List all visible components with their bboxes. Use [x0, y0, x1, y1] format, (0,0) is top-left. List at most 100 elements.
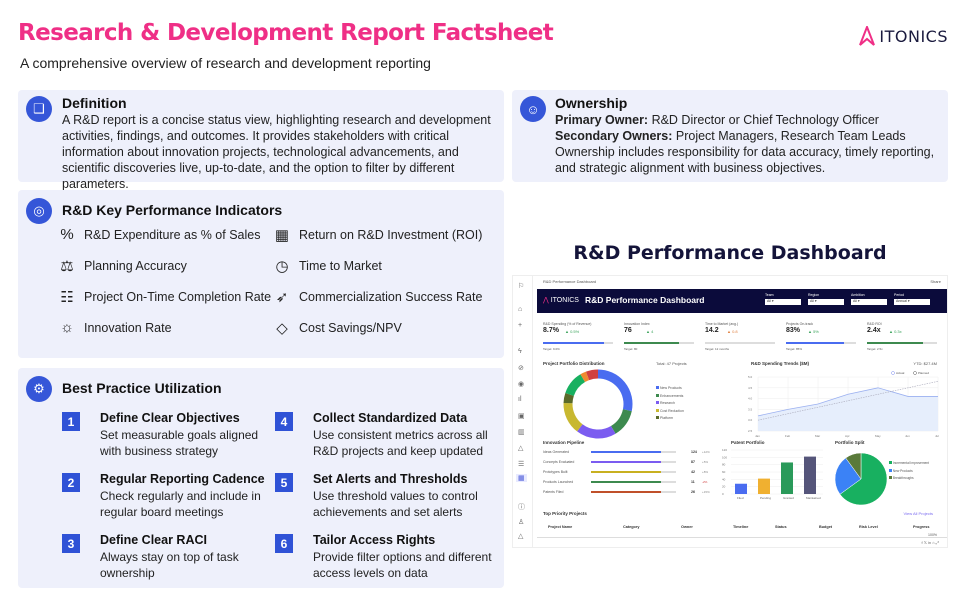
pipeline-delta: +8% [702, 470, 709, 474]
legend-item: New Products [656, 386, 682, 390]
practice-description: Set measurable goals aligned with busine… [100, 428, 259, 458]
spending-title: R&D Spending Trends ($M) [751, 361, 810, 366]
calculator-icon: ▦ [274, 227, 290, 244]
logo-small-icon[interactable]: △ [518, 533, 524, 540]
kpi-progress [624, 342, 694, 344]
column-header[interactable]: Project Name [548, 525, 573, 529]
filter-label: Team [765, 293, 774, 297]
rocket-icon: ➶ [275, 289, 289, 306]
donut-segment [563, 392, 574, 404]
info-icon[interactable]: ⓘ [518, 504, 525, 511]
filter-label: Ambition [851, 293, 865, 297]
kpi-label: Time to Market [299, 259, 382, 273]
kpi-card: ◎ R&D Key Performance Indicators % R&D Ex… [18, 190, 504, 358]
pipeline-label: Prototypes Built [543, 470, 568, 474]
legend-item: Cost Reduction [656, 408, 684, 413]
practice-title: Set Alerts and Thresholds [313, 472, 468, 486]
column-header[interactable]: Status [775, 525, 787, 529]
plus-icon[interactable]: + [518, 322, 523, 329]
kpi-target: Target: 12 months [705, 347, 730, 351]
pie-slice [834, 457, 862, 495]
column-header[interactable]: Timeline [733, 525, 749, 529]
practice-description: Provide filter options and different acc… [313, 550, 492, 580]
column-header[interactable]: Risk Level [859, 525, 878, 529]
practice-description: Use consistent metrics across all R&D pr… [313, 428, 488, 458]
clock-icon: ◷ [275, 258, 289, 275]
filter-select[interactable]: Annual ▾ [894, 299, 930, 305]
social-icons[interactable]: f 𝕏 in ⌂ ⤢ [921, 540, 939, 545]
kpi-label: Innovation Index [624, 322, 650, 326]
share-button[interactable]: Share [930, 279, 941, 284]
pipeline-label: Products Launched [543, 480, 574, 484]
pie-slice [845, 452, 862, 480]
column-header[interactable]: Category [623, 525, 640, 529]
step-number: 4 [275, 412, 293, 431]
kpi-item: ☷ Project On-Time Completion Rate [58, 288, 271, 306]
y-tick: 4.0 [748, 397, 753, 401]
filter-select[interactable]: All ▾ [765, 299, 801, 305]
legend-item: Enhancements [656, 393, 683, 398]
pipeline-bar [591, 451, 676, 453]
home-icon[interactable]: ⌂ [518, 306, 523, 313]
itonics-logo: ITONICS [859, 26, 948, 46]
y-tick: 3.0 [748, 418, 753, 422]
flag-icon[interactable]: ⚐ [518, 283, 525, 290]
kpi-label: Time to Market (avg.) [705, 322, 739, 326]
view-all-projects-link[interactable]: View All Projects [903, 511, 934, 516]
donut-segment [610, 408, 632, 434]
network-icon[interactable]: △ [518, 445, 524, 452]
kpi-label: Return on R&D Investment (ROI) [299, 228, 483, 242]
column-header[interactable]: Progress [913, 525, 930, 529]
compass-icon[interactable]: ⊘ [518, 365, 524, 372]
spending-line-chart: 2.5 3.0 3.5 4.0 4.5 5.0 Jan Feb Mar Apr May Jun Jul A… [748, 371, 939, 438]
patent-title: Patent Portfolio [731, 440, 765, 445]
kpi-delta: ▲ 0.8 [727, 329, 738, 334]
kpi-progress [543, 342, 613, 344]
grid-icon[interactable]: ▥ [518, 429, 525, 436]
step-number: 1 [62, 412, 80, 431]
x-tick: Filed [737, 496, 744, 500]
chart-icon[interactable]: ıl [518, 396, 522, 403]
dashboard-icon[interactable]: ▦ [516, 474, 527, 482]
y-tick: 4.5 [748, 386, 753, 390]
pipeline-bar [591, 481, 676, 483]
person-icon: ☺ [520, 96, 546, 122]
legend-label: Planned [918, 371, 929, 375]
column-header[interactable]: Budget [819, 525, 833, 529]
kpi-progress [705, 342, 775, 344]
portfolio-donut-chart [563, 369, 633, 439]
kpi-value: 76 [624, 327, 632, 334]
y-tick: 40 [722, 477, 726, 481]
pipeline-value: 87 [691, 460, 695, 464]
ownership-text: Primary Owner: R&D Director or Chief Tec… [555, 112, 940, 176]
zoom-level[interactable]: 100% [928, 533, 937, 537]
filter-icon[interactable]: ☰ [518, 461, 525, 468]
actual-area [758, 387, 938, 431]
kpi-value: 8.7% [543, 327, 559, 334]
filter-label: Region [808, 293, 820, 297]
x-tick: Jan [755, 434, 760, 438]
secondary-owner-label: Secondary Owners: [555, 129, 673, 143]
y-tick: 3.5 [748, 407, 753, 411]
patent-bar-chart: 0 20 40 60 80 100 120 Filed Pending Granted Mainta… [722, 448, 823, 500]
projects-title: Top Priority Projects [543, 511, 587, 516]
dashboard-breadcrumb[interactable]: R&D Performance Dashboard [543, 279, 597, 284]
patent-bar [781, 462, 793, 494]
target-icon[interactable]: ◉ [518, 381, 525, 388]
logo-mark-icon [859, 26, 876, 46]
y-tick: 20 [722, 485, 726, 489]
step-number: 2 [62, 473, 80, 492]
donut-segment [580, 371, 590, 383]
box-icon[interactable]: ▣ [518, 413, 525, 420]
column-header[interactable]: Owner [681, 525, 693, 529]
bolt-icon[interactable]: ϟ [518, 348, 522, 355]
x-tick: Pending [760, 496, 771, 500]
kpi-progress [867, 342, 937, 344]
kpi-item: ◇ Cost Savings/NPV [273, 319, 402, 337]
filter-select[interactable]: All ▾ [851, 299, 887, 305]
pipeline-delta: +12% [702, 450, 710, 454]
logo-text: ITONICS [879, 26, 948, 46]
user-icon[interactable]: ♙ [518, 519, 525, 526]
practice-title: Collect Standardized Data [313, 411, 468, 425]
filter-select[interactable]: All ▾ [808, 299, 844, 305]
